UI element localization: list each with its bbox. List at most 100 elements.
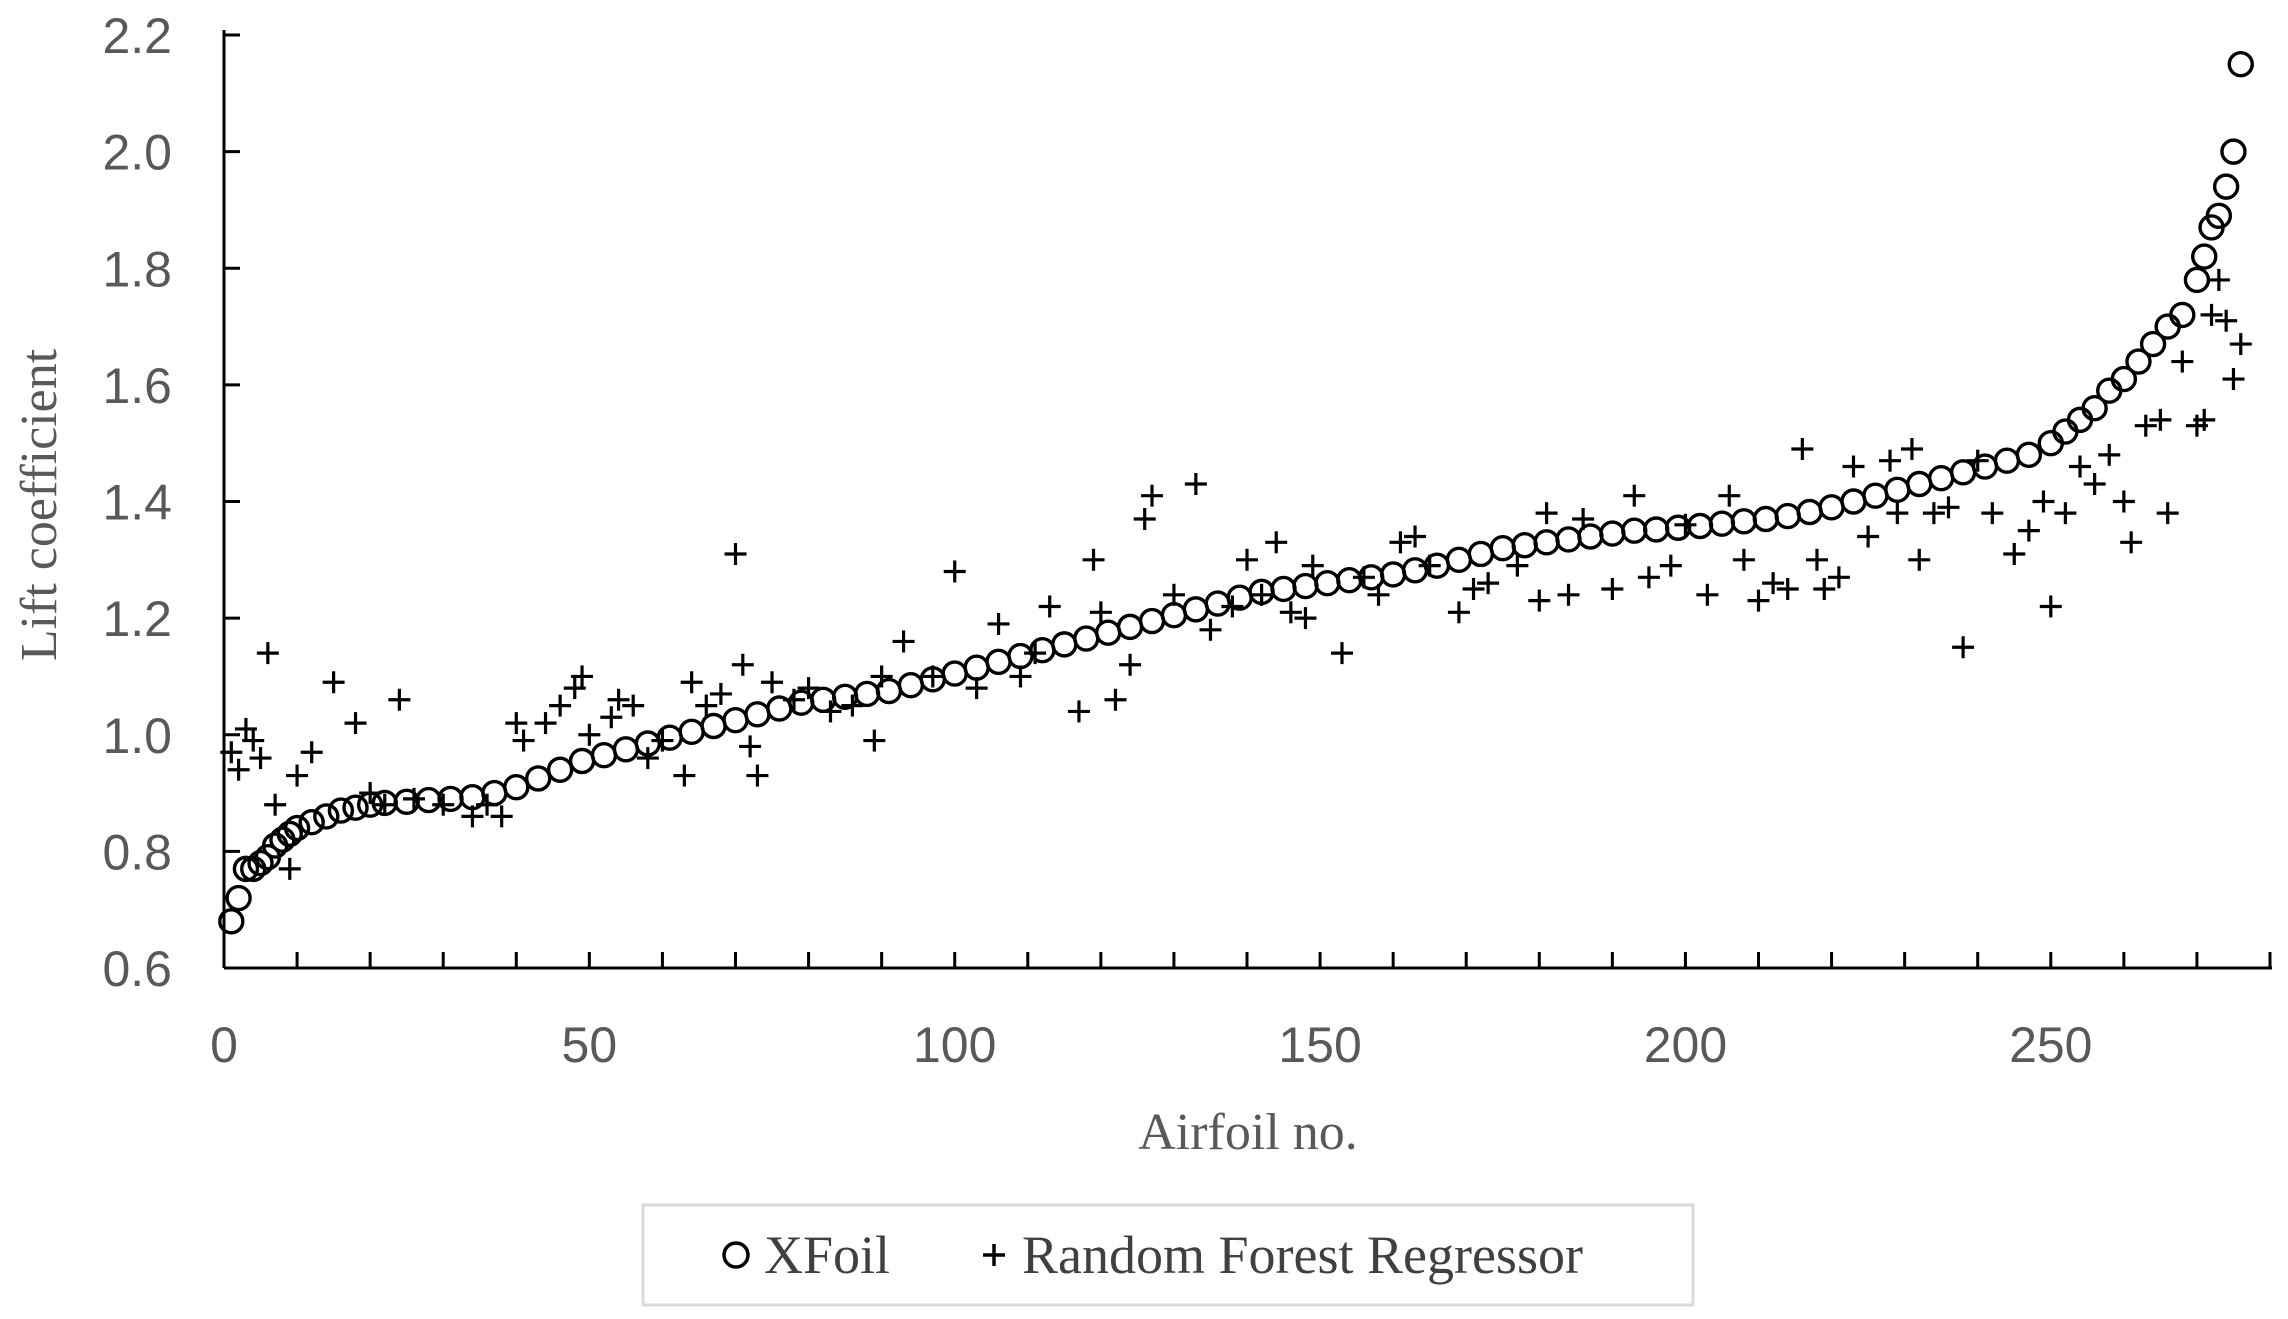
- xfoil-point: [327, 797, 355, 824]
- xfoil-point: [1336, 567, 1363, 594]
- xfoil-point: [634, 730, 662, 757]
- xfoil-point: [1796, 498, 1823, 526]
- legend-xfoil-marker: [722, 1241, 750, 1269]
- rfr-point: [739, 735, 762, 758]
- xfoil-point: [788, 689, 815, 716]
- xfoil-point: [766, 695, 793, 722]
- rfr-point: [1879, 449, 1902, 472]
- rfr-point: [1294, 607, 1317, 630]
- rfr-point: [1265, 531, 1288, 554]
- xfoil-point: [1489, 534, 1516, 562]
- rfr-point: [1279, 601, 1302, 624]
- rfr-point: [300, 741, 323, 764]
- rfr-point: [1813, 577, 1836, 600]
- xfoil-point: [2205, 202, 2233, 229]
- xfoil-point: [1971, 453, 1999, 480]
- xfoil-point: [415, 786, 442, 814]
- rfr-point: [695, 694, 718, 717]
- rfr-point: [746, 764, 769, 787]
- y-tick-label: 1.4: [102, 475, 172, 531]
- rfr-point: [2003, 542, 2026, 565]
- rfr-point: [1696, 583, 1719, 606]
- rfr-point: [490, 805, 513, 828]
- rfr-point: [249, 747, 272, 770]
- xfoil-point: [1555, 526, 1582, 553]
- rfr-point: [892, 630, 915, 653]
- y-tick-label: 1.8: [102, 241, 172, 297]
- xfoil-point: [342, 794, 369, 821]
- xfoil-point: [218, 908, 245, 935]
- xfoil-point: [2220, 138, 2247, 165]
- xfoil-point: [831, 683, 859, 711]
- y-tick-label: 2.2: [102, 8, 172, 64]
- xfoil-point: [232, 855, 260, 883]
- rfr-point: [2171, 350, 2194, 373]
- rfr-point: [322, 671, 345, 694]
- xfoil-point: [481, 779, 508, 807]
- rfr-point: [1601, 577, 1624, 600]
- rfr-point: [1937, 496, 1960, 519]
- xfoil-point: [568, 747, 596, 775]
- rfr-point: [264, 793, 287, 816]
- rfr-point: [549, 694, 572, 717]
- xfoil-point: [1664, 514, 1692, 541]
- xfoil-point: [2183, 266, 2211, 294]
- xfoil-point: [1292, 572, 1319, 600]
- xfoil-point: [276, 820, 303, 848]
- x-tick-label: 100: [913, 1017, 996, 1073]
- y-tick-label: 0.6: [102, 941, 172, 997]
- xfoil-point: [1094, 619, 1122, 646]
- y-tick-label: 1.6: [102, 358, 172, 414]
- xfoil-point: [1358, 564, 1385, 591]
- rfr-point: [709, 682, 732, 705]
- rfr-point: [234, 717, 257, 740]
- xfoil-point: [1840, 488, 1867, 515]
- xfoil-point: [1621, 517, 1648, 544]
- rfr-point: [1659, 554, 1682, 577]
- rfr-point: [1718, 484, 1741, 507]
- rfr-point: [1981, 502, 2004, 525]
- rfr-point: [242, 729, 265, 752]
- xfoil-point: [656, 724, 683, 751]
- xfoil-point: [503, 774, 530, 801]
- xfoil-point: [985, 648, 1012, 676]
- xfoil-point: [897, 671, 925, 699]
- rfr-point: [600, 706, 623, 729]
- xfoil-point: [1752, 505, 1780, 533]
- rfr-point: [1557, 583, 1580, 606]
- xfoil-point: [1774, 502, 1801, 530]
- rfr-point: [256, 642, 279, 665]
- xfoil-point: [1818, 494, 1845, 521]
- rfr-point: [1791, 438, 1814, 461]
- rfr-point: [1623, 484, 1646, 507]
- rfr-point: [1184, 473, 1207, 496]
- xfoil-point: [1007, 642, 1034, 670]
- xfoil-point: [1051, 631, 1078, 658]
- rfr-point: [432, 793, 455, 816]
- rfr-point: [2193, 408, 2216, 431]
- rfr-point: [680, 671, 703, 694]
- xfoil-point: [1379, 561, 1407, 588]
- xfoil-point: [2169, 301, 2196, 329]
- rfr-point: [1462, 577, 1485, 600]
- rfr-point: [1952, 636, 1975, 659]
- rfr-point: [1404, 525, 1427, 548]
- rfr-point: [1506, 554, 1529, 577]
- xfoil-point: [247, 849, 274, 877]
- rfr-point: [1535, 502, 1558, 525]
- xfoil-point: [875, 677, 903, 705]
- rfr-point: [1922, 502, 1945, 525]
- x-tick-label: 0: [210, 1017, 238, 1073]
- xfoil-point: [1511, 532, 1538, 559]
- rfr-point: [1082, 548, 1105, 571]
- rfr-point: [1104, 688, 1127, 711]
- legend-rfr-label: Random Forest Regressor: [1022, 1225, 1583, 1285]
- y-axis-title: Lift coefficient: [11, 348, 68, 661]
- xfoil-point: [744, 701, 771, 728]
- xfoil-point: [393, 788, 420, 816]
- xfoil-point: [225, 884, 252, 912]
- xfoil-point: [2191, 243, 2218, 270]
- rfr-point: [1886, 502, 1909, 525]
